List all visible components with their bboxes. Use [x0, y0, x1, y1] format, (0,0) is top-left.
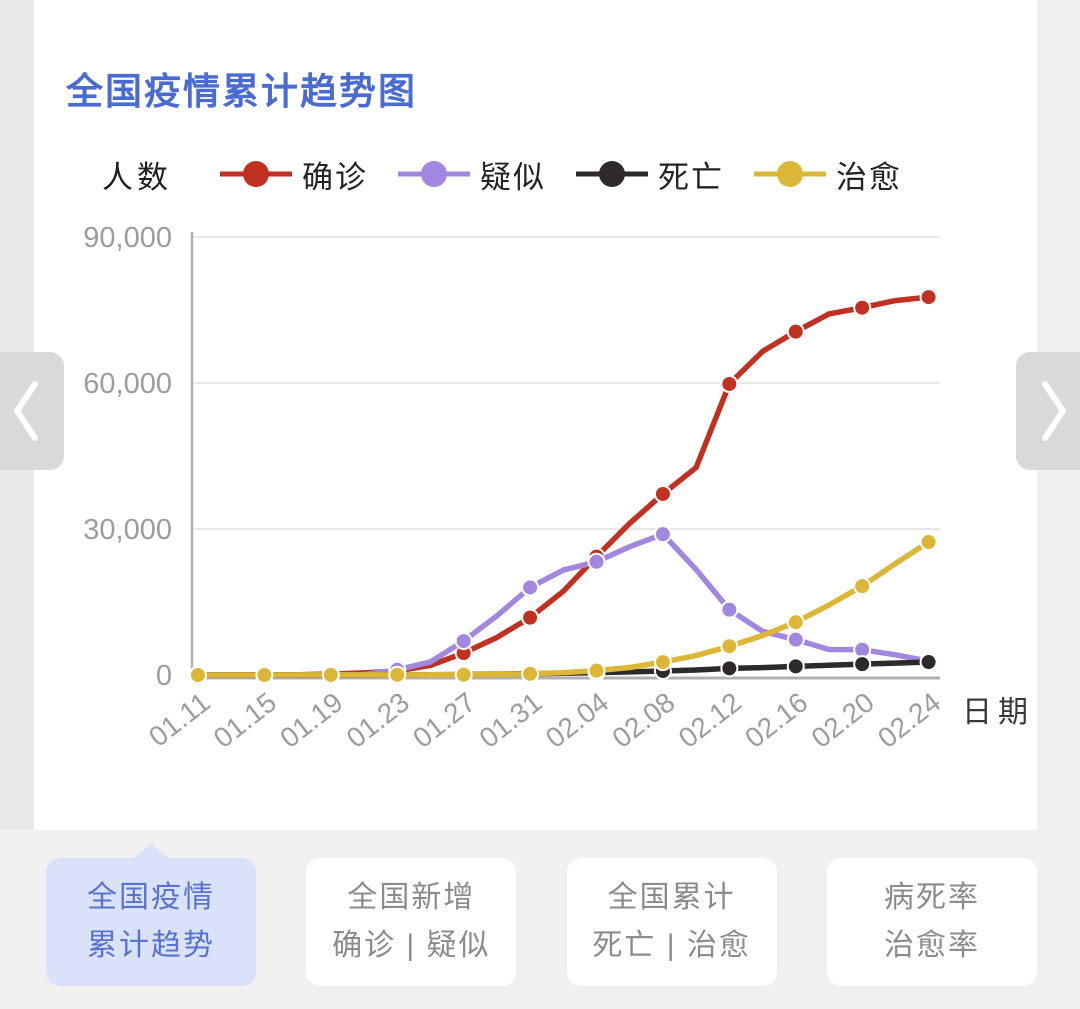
chevron-right-icon — [1042, 381, 1066, 441]
data-point-治愈-01.23 — [388, 665, 407, 684]
y-axis-title: 人数 — [102, 159, 172, 195]
tab-label-line: 确诊 | 疑似 — [332, 929, 491, 962]
data-point-确诊-02.20 — [853, 298, 872, 317]
data-point-死亡-02.24 — [919, 653, 938, 672]
legend-item-confirmed[interactable]: 确诊 — [218, 152, 368, 197]
data-point-死亡-02.16 — [786, 657, 805, 676]
x-tick-label: 02.24 — [872, 686, 946, 754]
data-point-治愈-02.20 — [853, 577, 872, 596]
chart-card — [34, 0, 1037, 830]
data-point-确诊-02.12 — [720, 374, 739, 393]
legend-label: 确诊 — [302, 159, 368, 195]
carousel-prev-button[interactable] — [0, 352, 64, 470]
tab-label-line: 治愈率 — [883, 929, 980, 962]
y-tick-label: 60,000 — [83, 368, 172, 400]
gridlines — [192, 236, 940, 530]
data-point-确诊-02.16 — [786, 322, 805, 341]
x-tick-label: 01.15 — [208, 686, 282, 754]
legend-marker-confirmed-icon — [220, 161, 292, 187]
tab-label-line: 全国新增 — [347, 881, 476, 914]
tab-national-new-confirmed-suspected[interactable]: 全国新增 确诊 | 疑似 — [306, 858, 517, 986]
x-tick-label: 02.20 — [806, 686, 880, 754]
data-point-治愈-01.27 — [454, 665, 473, 684]
legend-marker-cured-icon — [754, 161, 826, 187]
x-tick-label: 02.04 — [540, 686, 614, 754]
x-tick-label: 02.12 — [673, 686, 747, 754]
data-point-疑似-02.12 — [720, 600, 739, 619]
data-point-死亡-02.12 — [720, 659, 739, 678]
page-title: 全国疫情累计趋势图 — [66, 70, 417, 112]
x-tick-label: 02.08 — [606, 686, 680, 754]
legend-item-deaths[interactable]: 死亡 — [574, 152, 724, 197]
data-point-疑似-01.27 — [454, 632, 473, 651]
data-point-疑似-02.08 — [653, 525, 672, 544]
data-point-治愈-02.24 — [919, 533, 938, 552]
legend-item-suspected[interactable]: 疑似 — [396, 152, 546, 197]
data-point-治愈-02.12 — [720, 637, 739, 656]
series-治愈 — [189, 533, 938, 684]
legend-label: 疑似 — [480, 159, 546, 195]
data-point-疑似-02.16 — [786, 630, 805, 649]
series-lines — [189, 288, 938, 684]
axes — [190, 232, 940, 680]
data-point-治愈-02.16 — [786, 613, 805, 632]
x-tick-label: 01.11 — [143, 686, 216, 752]
y-tick-label: 90,000 — [83, 222, 172, 254]
tab-label-line: 全国疫情 — [87, 881, 215, 914]
x-tick-label: 02.16 — [739, 686, 813, 754]
data-point-治愈-01.11 — [189, 665, 207, 684]
legend-marker-deaths-icon — [576, 161, 648, 187]
legend-item-cured[interactable]: 治愈 — [752, 152, 902, 197]
legend-label: 治愈 — [836, 159, 902, 195]
tab-label-line: 累计趋势 — [87, 929, 215, 962]
carousel-next-button[interactable] — [1016, 352, 1080, 470]
data-point-治愈-02.08 — [653, 653, 672, 672]
legend-marker-suspected-icon — [398, 161, 470, 187]
data-point-治愈-01.19 — [321, 665, 340, 684]
x-tick-label: 01.31 — [473, 686, 547, 754]
data-point-疑似-02.04 — [587, 552, 606, 571]
legend-label: 死亡 — [658, 159, 724, 195]
x-tick-label: 01.27 — [407, 686, 481, 754]
series-确诊 — [189, 288, 938, 684]
tab-national-cumulative-deaths-cured[interactable]: 全国累计 死亡 | 治愈 — [566, 858, 777, 986]
chevron-left-icon — [14, 381, 38, 441]
tab-label-line: 死亡 | 治愈 — [592, 929, 751, 962]
data-point-确诊-02.08 — [653, 484, 672, 503]
tab-fatality-cure-rate[interactable]: 病死率 治愈率 — [826, 858, 1037, 986]
tabs-row: 全国疫情 累计趋势 全国新增 确诊 | 疑似 全国累计 死亡 | 治愈 病死率 … — [46, 843, 1037, 986]
data-point-确诊-02.24 — [919, 288, 938, 307]
legend-row: 人数 确诊 疑似 死亡 治愈 — [102, 152, 930, 196]
data-point-死亡-02.20 — [853, 655, 872, 674]
x-tick-label: 01.23 — [341, 686, 415, 754]
data-point-治愈-02.04 — [587, 661, 606, 680]
data-point-治愈-01.15 — [255, 665, 274, 684]
tab-label-line: 病死率 — [883, 881, 980, 914]
y-tick-label: 0 — [156, 660, 172, 692]
tab-national-cumulative-trend[interactable]: 全国疫情 累计趋势 — [46, 843, 256, 986]
x-tick-label: 01.19 — [274, 686, 348, 754]
data-point-确诊-01.31 — [521, 608, 540, 627]
y-tick-label: 30,000 — [83, 514, 172, 546]
tab-label-line: 全国累计 — [607, 881, 736, 914]
x-axis-title: 日期 — [962, 696, 1034, 729]
data-point-治愈-01.31 — [521, 664, 540, 683]
data-point-疑似-01.31 — [521, 578, 540, 597]
